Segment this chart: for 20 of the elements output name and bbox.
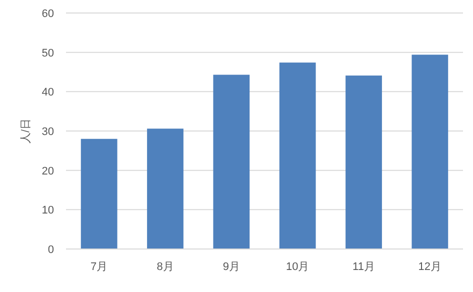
x-tick-label: 11月 bbox=[352, 261, 375, 273]
y-tick-label: 20 bbox=[42, 165, 54, 178]
bar bbox=[213, 74, 250, 249]
x-tick-label: 7月 bbox=[90, 261, 108, 273]
bar bbox=[80, 138, 118, 249]
x-tick-label: 9月 bbox=[222, 261, 240, 273]
y-tick-label: 30 bbox=[42, 126, 54, 138]
y-tick-label: 50 bbox=[42, 47, 54, 60]
bar bbox=[147, 128, 184, 249]
y-tick-label: 40 bbox=[42, 86, 54, 99]
y-tick-label: 0 bbox=[48, 244, 54, 256]
bar bbox=[279, 62, 316, 249]
bar bbox=[346, 76, 382, 249]
x-tick-label: 12月 bbox=[418, 261, 442, 273]
x-tick-label: 8月 bbox=[156, 261, 174, 273]
x-tick-label: 10月 bbox=[286, 261, 310, 273]
bar bbox=[412, 54, 448, 249]
y-tick-label: 60 bbox=[42, 8, 54, 20]
y-axis-title: 人/日 bbox=[20, 118, 32, 144]
y-tick-label: 10 bbox=[42, 204, 54, 217]
